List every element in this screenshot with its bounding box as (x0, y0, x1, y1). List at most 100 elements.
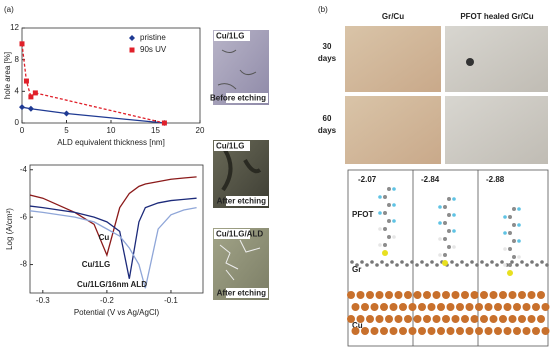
y-tick-label: 4 (15, 86, 20, 95)
cu-atom (475, 327, 483, 335)
cu-atom (527, 315, 536, 323)
cu-atom (366, 291, 374, 299)
f-atom (392, 219, 396, 223)
x-tick-label: 5 (64, 126, 69, 135)
cu-atom (361, 327, 369, 335)
marker (27, 105, 34, 112)
cu-atom (503, 303, 512, 311)
cu-atom (470, 291, 479, 299)
cu-atom (513, 303, 521, 311)
c-atom (455, 263, 459, 267)
y-tick-label: -6 (20, 212, 28, 221)
x-axis-label: ALD equivalent thickness [nm] (57, 138, 165, 147)
y-tick-label: -8 (20, 260, 28, 269)
cu-atom (456, 327, 464, 335)
f-atom (378, 243, 382, 247)
cu-atom (375, 291, 384, 299)
chain-atom (447, 197, 451, 201)
label-box (226, 196, 268, 206)
cu-atom (370, 303, 379, 311)
curve-label: Cu/1LG/16nm ALD (77, 280, 147, 289)
cu-atom (489, 291, 498, 299)
photo-detail (466, 58, 474, 66)
c-atom (515, 263, 519, 267)
chain-atom (508, 263, 512, 267)
cu-atom (475, 303, 483, 311)
c-atom (500, 260, 504, 264)
panel-label: (a) (4, 5, 14, 14)
chain-atom (383, 195, 387, 199)
cu-atom (499, 291, 507, 299)
f-atom (517, 255, 521, 259)
c-atom (400, 260, 404, 264)
chain-atom (508, 231, 512, 235)
photo (445, 96, 548, 164)
cu-atom (389, 327, 398, 335)
marker (19, 41, 25, 47)
dft-structures: -2.07 -2.84 -2.88 PFOT Gr Cu (347, 175, 550, 335)
x-tick-label: 10 (107, 126, 116, 135)
chain-atom (447, 213, 451, 217)
x-axis-label: Potential (V vs Ag/AgCl) (74, 308, 160, 317)
row-label: 60 (323, 114, 332, 123)
photo (345, 96, 441, 164)
label-box (226, 93, 268, 103)
c-atom (395, 263, 399, 267)
c-atom (405, 263, 409, 267)
label-box (214, 141, 250, 151)
cu-atom (432, 315, 441, 323)
chain-atom (443, 253, 447, 257)
cu-atom (518, 315, 526, 323)
molecule-label: PFOT (352, 210, 373, 219)
f-atom (503, 247, 507, 251)
c-atom (510, 260, 514, 264)
cu-atom (423, 315, 431, 323)
cu-atom (361, 303, 369, 311)
cu-atom (480, 291, 488, 299)
cu-atom (375, 315, 384, 323)
marker (19, 104, 25, 111)
c-atom (410, 260, 414, 264)
c-atom (485, 263, 489, 267)
cu-atom (484, 303, 493, 311)
photo-caption: After etching (217, 197, 266, 206)
c-atom (465, 263, 469, 267)
column-header: Gr/Cu (382, 12, 404, 21)
chain-atom (443, 237, 447, 241)
c-atom (350, 260, 354, 264)
cu-atom (465, 303, 474, 311)
c-atom (480, 260, 484, 264)
cu-atom (537, 315, 545, 323)
cu-atom (418, 303, 426, 311)
photo-detail (217, 49, 257, 90)
cu-atom (446, 303, 455, 311)
f-atom (517, 207, 521, 211)
chain-atom (447, 229, 451, 233)
f-atom (452, 229, 456, 233)
layer-label: Gr (352, 265, 361, 274)
cu-atom (380, 327, 388, 335)
label-box (214, 229, 250, 239)
cu-atom (356, 315, 365, 323)
cu-atom (385, 315, 393, 323)
cu-atom (437, 327, 445, 335)
label-box (226, 288, 268, 298)
cu-atom (380, 303, 388, 311)
c-atom (535, 263, 539, 267)
substrate-label: Cu (352, 321, 363, 330)
series-line (30, 197, 197, 279)
c-atom (530, 260, 534, 264)
cu-atom (541, 327, 550, 335)
si-atom (382, 250, 388, 256)
cu-atom (527, 291, 536, 299)
y-tick-label: 8 (15, 55, 20, 64)
si-atom (442, 260, 448, 266)
photo (345, 26, 441, 92)
cu-atom (408, 327, 417, 335)
adsorption-energy: -2.84 (421, 175, 440, 184)
cu-atom (351, 327, 360, 335)
c-atom (375, 263, 379, 267)
c-atom (460, 260, 464, 264)
f-atom (438, 237, 442, 241)
